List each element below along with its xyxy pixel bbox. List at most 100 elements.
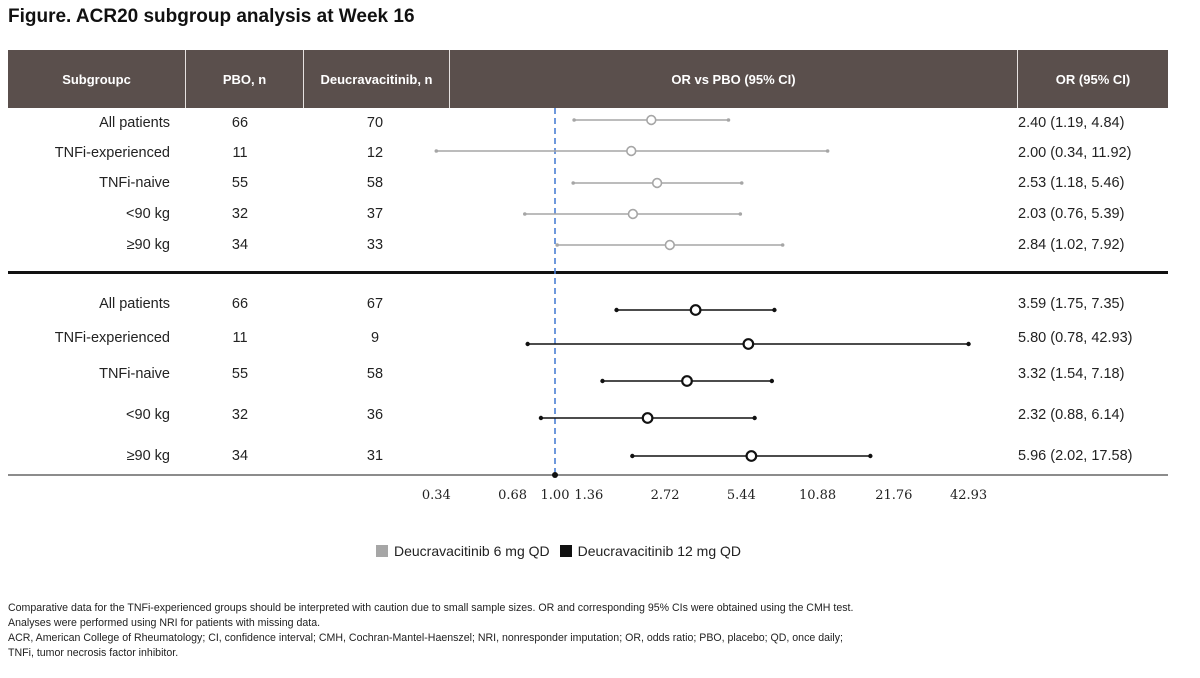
row-6mg-pbo: 34 [231,237,249,253]
row-12mg-or-ci: 5.80 (0.78, 42.93) [1018,330,1133,346]
legend-item-6mg: Deucravacitinib 6 mg QD [376,543,550,559]
x-tick-label: 5.44 [727,488,756,503]
ci-cap [825,149,830,153]
row-12mg-deucra: 36 [366,407,384,423]
row-6mg-subgroup: TNFi-naive [99,175,170,191]
ci-cap [868,453,873,459]
point-estimate [742,338,755,350]
point-estimate [626,145,637,157]
legend-swatch-12mg [559,545,572,557]
ci-cap [752,415,757,421]
ci-cap [966,341,971,347]
row-12mg-subgroup: ≥90 kg [126,448,170,464]
row-6mg-subgroup: ≥90 kg [126,237,170,253]
ci-cap [772,307,777,313]
row-6mg-deucra: 58 [366,175,384,191]
row-12mg-subgroup: All patients [99,296,170,312]
header-plot: OR vs PBO (95% CI) [450,50,1018,108]
ci-cap [600,378,605,384]
row-6mg-subgroup: <90 kg [126,206,170,222]
ci-cap [738,212,743,216]
row-12mg-pbo: 55 [231,366,249,382]
row-6mg-or-ci: 2.00 (0.34, 11.92) [1018,145,1132,161]
x-tick-label: 2.72 [651,488,680,503]
point-estimate [681,375,693,387]
row-12mg-pbo: 11 [232,330,248,346]
x-tick-label: 1.00 [541,488,570,503]
ci-cap [780,243,785,247]
x-tick-label: 0.68 [498,488,527,503]
point-estimate [689,304,702,316]
row-12mg-deucra: 31 [366,448,384,464]
row-6mg-deucra: 37 [366,206,384,222]
x-tick-label: 10.88 [799,488,836,503]
footnote-line: Analyses were performed using NRI for pa… [8,617,321,629]
row-6mg-deucra: 12 [366,145,384,161]
header-or-ci: OR (95% CI) [1055,71,1131,87]
ci-cap [538,415,544,421]
row-12mg-pbo: 66 [231,296,249,312]
row-6mg-deucra: 33 [366,237,384,253]
row-12mg-deucra: 58 [366,366,384,382]
legend-label-12mg: Deucravacitinib 12 mg QD [577,543,742,559]
legend-swatch-6mg [376,545,388,557]
row-12mg-deucra: 9 [370,330,380,346]
row-6mg-or-ci: 2.53 (1.18, 5.46) [1018,175,1125,191]
row-12mg-deucra: 67 [366,296,384,312]
x-tick-label: 1.36 [574,488,603,503]
footnote-line: TNFi, tumor necrosis factor inhibitor. [8,647,179,659]
row-6mg-pbo: 32 [231,206,249,222]
ci-cap [739,181,744,185]
row-12mg-pbo: 34 [231,448,249,464]
row-12mg-subgroup: TNFi-naive [99,366,170,382]
header-deucravacitinib: Deucravacitinib, n [304,50,450,108]
point-estimate [646,114,657,126]
forest-plot: 0.34 0.68 1.00 1.36 2.72 5.44 10.88 21.76 42.93 [422,108,987,503]
x-tick-label: 42.93 [950,488,987,503]
legend-label-6mg: Deucravacitinib 6 mg QD [394,543,550,559]
footnote-line: Comparative data for the TNFi-experience… [8,602,854,614]
ci-cap [630,453,635,459]
footnote-line: ACR, American College of Rheumatology; C… [8,632,843,644]
table-bottom-rule [8,474,1168,476]
point-estimate [745,450,758,462]
ci-cap [726,118,731,122]
ci-cap [555,243,559,247]
row-6mg-pbo: 66 [231,115,249,131]
figure-title: Figure. ACR20 subgroup analysis at Week … [8,6,415,27]
row-6mg-or-ci: 2.84 (1.02, 7.92) [1018,237,1125,253]
row-12mg-pbo: 32 [231,407,249,423]
row-6mg-or-ci: 2.03 (0.76, 5.39) [1018,206,1125,222]
row-12mg-subgroup: <90 kg [126,407,170,423]
axis-origin-dot [552,472,558,478]
row-6mg-subgroup: TNFi-experienced [54,145,170,161]
point-estimate [627,208,639,220]
x-tick-label: 0.34 [422,488,451,503]
ci-cap [571,181,576,185]
ci-cap [525,341,530,347]
footnote: Comparative data for the TNFi-experience… [8,601,1193,661]
row-12mg-or-ci: 3.59 (1.75, 7.35) [1018,296,1125,312]
row-6mg-pbo: 11 [232,145,248,161]
x-tick-label: 21.76 [875,488,912,503]
ci-cap [434,149,439,153]
row-6mg-pbo: 55 [231,175,249,191]
ci-cap [572,118,576,122]
ci-cap [769,378,775,384]
table-header: Subgroupc PBO, n Deucravacitinib, n OR v… [8,50,1168,108]
row-12mg-subgroup: TNFi-experienced [54,330,170,346]
row-12mg-or-ci: 2.32 (0.88, 6.14) [1018,407,1125,423]
section-divider [8,271,1168,274]
legend-item-12mg: Deucravacitinib 12 mg QD [559,543,742,559]
row-6mg-or-ci: 2.40 (1.19, 4.84) [1018,115,1125,131]
point-estimate [664,239,676,251]
ci-cap [614,307,619,313]
header-pbo: PBO, n [186,50,304,108]
header-subgroup: Subgroupc [8,50,186,108]
ci-cap [523,212,527,216]
point-estimate [651,177,663,189]
row-12mg-or-ci: 3.32 (1.54, 7.18) [1018,366,1125,382]
row-6mg-subgroup: All patients [99,115,170,131]
point-estimate [641,412,654,424]
row-12mg-or-ci: 5.96 (2.02, 17.58) [1018,448,1133,464]
